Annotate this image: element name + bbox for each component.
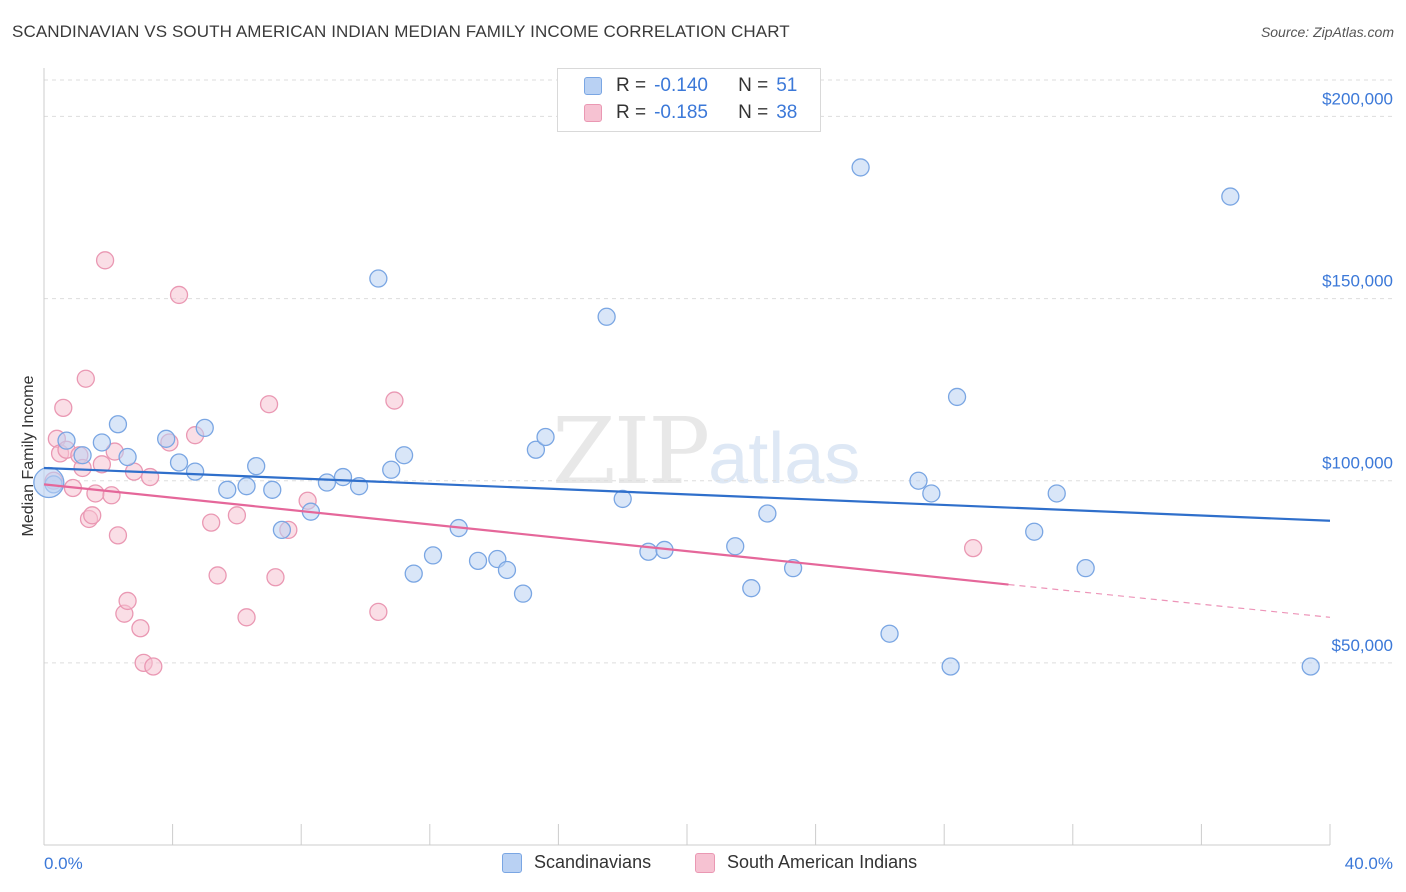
south-american-indian-point [108, 526, 128, 545]
legend-r-label: R = [616, 102, 647, 123]
scandinavian-point [333, 467, 353, 487]
scandinavian-point [758, 504, 777, 523]
legend-swatch-blue [584, 77, 602, 95]
south-american-indian-point [144, 657, 163, 676]
legend-swatch-pink [584, 104, 602, 122]
legend-row-south-american-indians: R = -0.185 N = 38 [558, 100, 797, 126]
series-legend-label: South American Indians [727, 852, 918, 872]
legend-r-label: R = [616, 75, 647, 96]
x-tick-label: 0.0% [44, 854, 83, 873]
scandinavian-point [195, 418, 214, 438]
stats-legend: R = -0.140 N = 51 R = -0.185 N = 38 [557, 68, 821, 132]
legend-r-value: -0.185 [654, 102, 708, 123]
south-american-indian-point [131, 619, 150, 638]
scandinavian-point [1047, 484, 1066, 503]
scandinavian-point [1076, 558, 1095, 578]
south-american-indian-point [259, 395, 279, 414]
scandinavian-point [941, 657, 960, 676]
scandinavian-point [218, 480, 237, 499]
scandinavian-point [92, 433, 112, 452]
y-tick-label: $200,000 [1322, 89, 1393, 108]
scandinavian-point [272, 520, 292, 540]
scandinavian-point [783, 558, 803, 578]
south-american-indian-trend-line [43, 483, 1009, 586]
legend-n-label: N = [738, 75, 769, 96]
chart-title: SCANDINAVIAN VS SOUTH AMERICAN INDIAN ME… [12, 22, 790, 41]
scandinavian-point [169, 453, 189, 472]
scandinavian-point [513, 584, 533, 603]
south-american-indian-point [95, 251, 115, 270]
scandinavian-point [33, 466, 65, 499]
scandinavian-point [851, 158, 870, 177]
scandinavian-point [237, 477, 256, 496]
south-american-indian-point [385, 391, 404, 410]
south-american-indian-point [76, 369, 95, 388]
south-american-indian-point [118, 591, 137, 611]
series-legend-south-american-indians[interactable]: South American Indians [695, 852, 917, 873]
source-label: Source: ZipAtlas.com [1260, 24, 1394, 40]
scandinavian-point [423, 546, 443, 565]
scandinavian-point [263, 480, 282, 499]
south-american-indian-point [83, 506, 102, 525]
scandinavian-point [497, 560, 517, 580]
scandinavian-point [1025, 522, 1044, 541]
scandinavian-point [468, 551, 488, 571]
scandinavian-point [394, 446, 414, 465]
y-tick-label: $100,000 [1322, 454, 1393, 473]
south-american-indian-point [169, 285, 189, 305]
south-american-indian-point [227, 506, 247, 525]
series-legend-label: Scandinavians [534, 852, 652, 872]
south-american-indian-point [102, 486, 121, 505]
south-american-indian-point [202, 513, 221, 532]
south-american-indian-point [92, 455, 112, 474]
series-swatch-pink [695, 852, 715, 873]
south-american-indian-point [266, 568, 285, 587]
scandinavian-point [1221, 187, 1240, 206]
scandinavian-point [922, 484, 941, 503]
legend-r-value: -0.140 [654, 75, 708, 96]
south-american-indian-point [963, 538, 983, 558]
scandinavian-point [526, 440, 546, 459]
south-american-indian-trend-extension [1008, 583, 1331, 618]
scandinavian-point [369, 269, 388, 288]
legend-row-scandinavians: R = -0.140 N = 51 [558, 73, 797, 99]
scandinavian-point [157, 429, 176, 448]
scandinavian-point [317, 473, 337, 492]
scandinavian-point [613, 489, 632, 509]
south-american-indian-point [86, 484, 105, 503]
series-legend: Scandinavians South American Indians [0, 852, 1406, 878]
scandinavian-point [726, 537, 745, 556]
scandinavian-point [247, 456, 266, 476]
legend-n-label: N = [738, 102, 769, 123]
scandinavian-point [1301, 657, 1320, 676]
scandinavian-point [536, 427, 555, 447]
scandinavian-point [404, 564, 423, 583]
series-swatch-blue [502, 852, 522, 873]
series-legend-scandinavians[interactable]: Scandinavians [502, 852, 651, 873]
scandinavian-point [118, 447, 137, 467]
scandinavian-trend-line [43, 466, 1331, 522]
scandinavian-point [742, 579, 761, 598]
south-american-indian-point [237, 608, 256, 627]
south-american-indian-point [208, 566, 227, 585]
y-tick-label: $50,000 [1332, 636, 1393, 655]
y-axis-title: Median Family Income [20, 375, 37, 536]
scandinavian-point [947, 387, 967, 407]
south-american-indian-point [369, 602, 388, 622]
scandinavian-point [73, 446, 92, 465]
scandinavian-point [108, 415, 128, 434]
scandinavian-point [185, 462, 205, 481]
scandinavian-point [57, 431, 76, 450]
legend-n-value: 51 [776, 75, 798, 96]
x-tick-label: 40.0% [1345, 854, 1393, 873]
scandinavian-point [880, 624, 899, 643]
scandinavian-point [909, 471, 928, 490]
scandinavian-point [597, 307, 616, 326]
y-tick-label: $150,000 [1322, 272, 1393, 291]
legend-n-value: 38 [776, 102, 798, 123]
scandinavian-point [382, 460, 401, 479]
south-american-indian-point [54, 398, 73, 418]
